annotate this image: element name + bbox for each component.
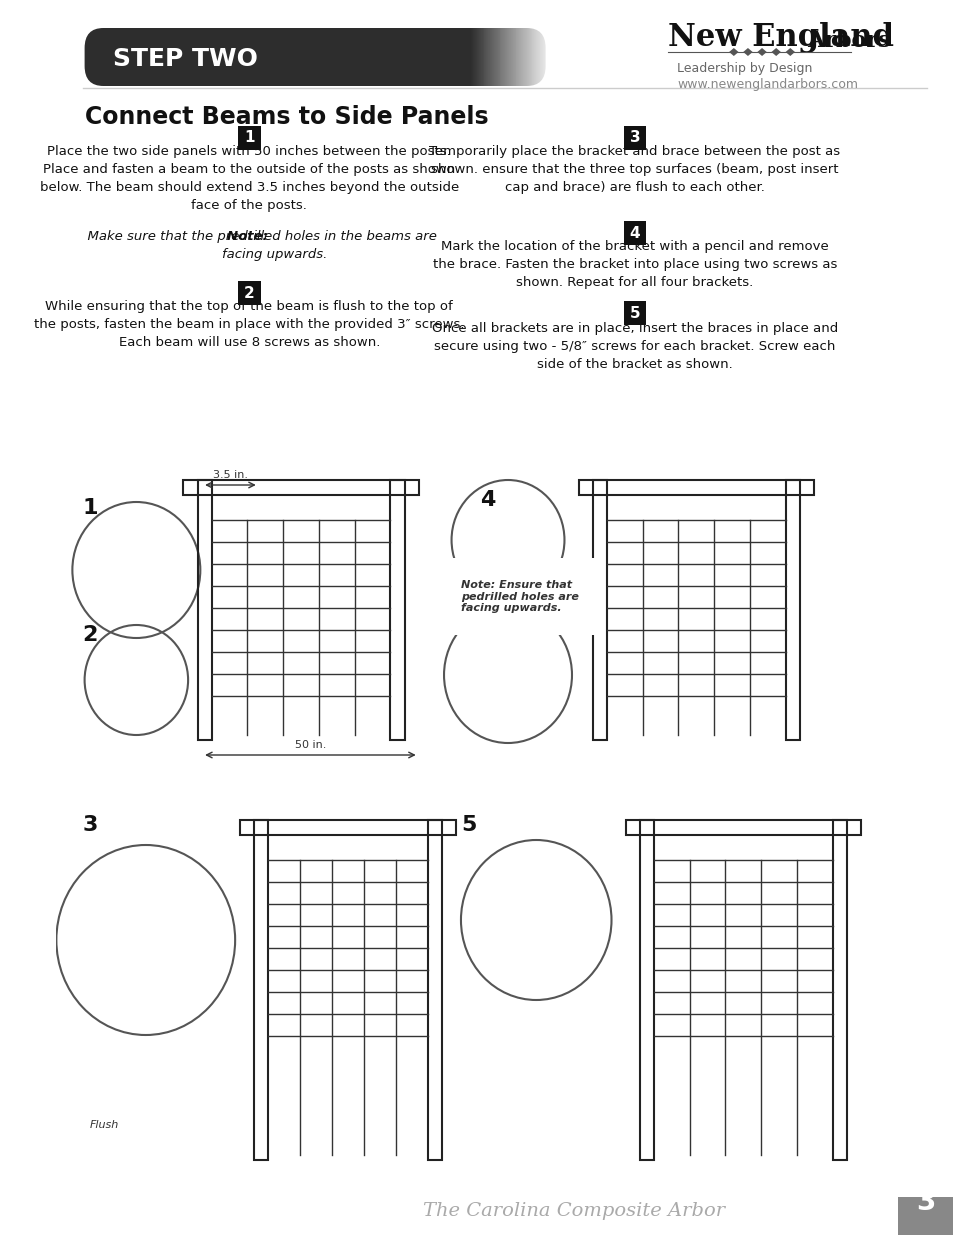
FancyBboxPatch shape — [237, 126, 260, 149]
FancyBboxPatch shape — [623, 126, 645, 149]
Text: 2: 2 — [244, 285, 254, 300]
Text: While ensuring that the top of the beam is flush to the top of
the posts, fasten: While ensuring that the top of the beam … — [34, 300, 464, 350]
Bar — [390, 480, 404, 740]
Text: Once all brackets are in place, insert the braces in place and
secure using two : Once all brackets are in place, insert t… — [432, 322, 838, 370]
Text: 5: 5 — [629, 305, 639, 321]
Bar — [428, 820, 441, 1160]
Text: 3: 3 — [915, 1188, 935, 1216]
Text: The Carolina Composite Arbor: The Carolina Composite Arbor — [422, 1202, 724, 1220]
Text: 3.5 in.: 3.5 in. — [213, 471, 248, 480]
FancyBboxPatch shape — [623, 221, 645, 245]
Text: STEP TWO: STEP TWO — [112, 47, 257, 70]
Polygon shape — [757, 48, 766, 56]
Text: 3: 3 — [83, 815, 98, 835]
Text: 4: 4 — [629, 226, 639, 241]
Text: 2: 2 — [83, 625, 98, 645]
Bar — [578, 480, 813, 495]
Text: Leadership by Design: Leadership by Design — [677, 62, 812, 75]
Polygon shape — [771, 48, 781, 56]
Text: Connect Beams to Side Panels: Connect Beams to Side Panels — [85, 105, 488, 128]
Bar — [898, 1197, 953, 1235]
FancyBboxPatch shape — [237, 282, 260, 305]
Bar — [832, 820, 846, 1160]
Bar — [625, 820, 860, 835]
Text: Make sure that the predrilled holes in the beams are
            facing upwards.: Make sure that the predrilled holes in t… — [62, 230, 436, 261]
Bar — [183, 480, 418, 495]
Text: 5: 5 — [460, 815, 476, 835]
Text: 4: 4 — [479, 490, 495, 510]
Bar — [592, 480, 606, 740]
Text: Temporarily place the bracket and brace between the post as
shown. ensure that t: Temporarily place the bracket and brace … — [429, 144, 840, 194]
Polygon shape — [728, 48, 738, 56]
Text: 1: 1 — [244, 131, 254, 146]
Bar — [197, 480, 212, 740]
Text: Flush: Flush — [90, 1120, 118, 1130]
Text: www.newenglandarbors.com: www.newenglandarbors.com — [677, 78, 858, 91]
FancyBboxPatch shape — [623, 301, 645, 325]
Text: 50 in.: 50 in. — [294, 740, 326, 750]
Polygon shape — [742, 48, 752, 56]
Bar — [784, 480, 799, 740]
Bar — [239, 820, 456, 835]
Polygon shape — [784, 48, 794, 56]
Text: 1: 1 — [83, 498, 98, 517]
Text: Note:: Note: — [226, 230, 272, 243]
Bar — [639, 820, 653, 1160]
Text: 3: 3 — [629, 131, 639, 146]
Text: New England: New England — [667, 22, 893, 53]
Bar — [253, 820, 268, 1160]
Text: Note: Ensure that
pedrilled holes are
facing upwards.: Note: Ensure that pedrilled holes are fa… — [460, 580, 578, 614]
FancyBboxPatch shape — [85, 28, 545, 86]
Text: Arbors: Arbors — [806, 30, 890, 52]
Text: Place the two side panels with 50 inches between the posts.
Place and fasten a b: Place the two side panels with 50 inches… — [40, 144, 458, 212]
Text: Mark the location of the bracket with a pencil and remove
the brace. Fasten the : Mark the location of the bracket with a … — [433, 240, 837, 289]
